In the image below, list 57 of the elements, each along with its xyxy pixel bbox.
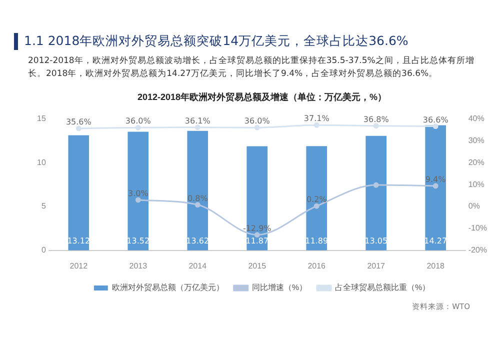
x-tick-label: 2012 [70,261,88,270]
y2-tick-label: 30% [468,136,484,145]
chart-subtitle: 2012-2018年，欧洲对外贸易总额波动增长，占全球贸易总额的比重保持在35.5-37.5%之间，且占比总体有所增长。2018年，欧洲对外贸易总额为14.27万亿美元，同比增长了9.4%，占全球对外贸易总额的36.6%。 [28,55,476,81]
data-label: 9.4% [425,174,446,184]
data-label: 36.0% [244,116,270,126]
x-tick-label: 2017 [367,261,386,270]
y2-tick-label: -20% [468,246,488,255]
y2-tick-label: 0% [468,202,480,211]
legend-label: 占全球贸易总额比重（%） [335,283,430,292]
y2-tick-label: 20% [468,158,484,167]
point [314,203,320,209]
x-tick-label: 2015 [248,261,267,270]
data-label: 36.8% [363,114,390,124]
point [76,126,82,132]
x-tick-label: 2018 [426,261,446,270]
y2-tick-label: -10% [468,224,488,233]
data-label: 0.2% [306,195,328,204]
y-tick-label: 5 [41,202,46,211]
data-label: 36.6% [422,115,449,124]
y2-tick-label: 10% [468,180,484,189]
point [194,202,200,208]
bar [366,136,386,250]
text: 2012-2018年欧洲对外贸易总额及增速（单位：万亿美元，%） [137,92,387,102]
point [314,122,320,128]
bar [306,146,328,250]
y-tick-label: 15 [36,114,46,124]
data-label: 13.05 [364,236,388,246]
data-label: 3.0% [128,189,149,198]
data-label: 36.1% [184,116,211,126]
bar [187,130,208,250]
chart-title: 1.1 2018年欧洲对外贸易总额突破14万亿美元，全球占比达36.6% [14,33,408,50]
point [373,123,379,129]
x-tick-label: 2013 [129,261,148,270]
point [432,183,438,189]
y2-tick-label: 40% [468,114,484,124]
data-label: 35.6% [66,118,92,127]
point [135,197,141,203]
data-label: 37.1% [304,114,330,124]
point [432,124,438,130]
point [194,124,200,130]
y-tick-label: 10 [36,158,46,167]
point [373,182,379,188]
data-label: 36.0% [125,116,152,126]
point [254,232,260,238]
point [135,124,141,130]
data-label: 14.27 [424,236,448,246]
x-tick-label: 2016 [308,261,326,270]
x-tick-label: 2014 [188,261,208,270]
legend-label: 同比增速（%） [252,283,308,292]
y-tick-label: 0 [41,246,46,255]
point [254,124,260,130]
legend-label: 欧洲对外贸易总额（万亿美元） [112,283,224,292]
data-label: 11.89 [305,236,328,246]
bar [425,125,446,250]
bar [68,135,90,250]
bar [128,132,149,250]
data-label: 0.8% [187,194,208,203]
